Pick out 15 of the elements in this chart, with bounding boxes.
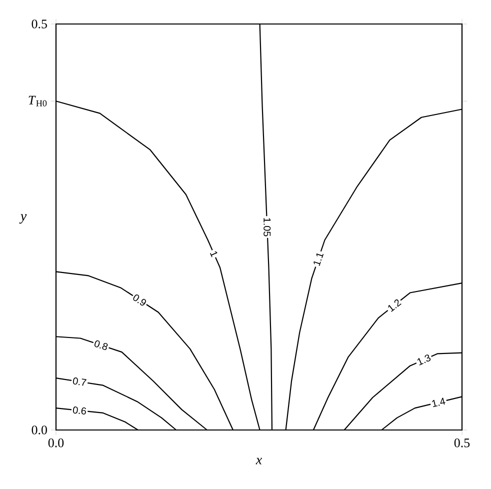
text: 0.6 <box>73 406 86 414</box>
text: 1.2 <box>388 299 402 312</box>
text: 0.9 <box>133 294 146 306</box>
text: 1.1 <box>314 253 324 266</box>
text: 0.8 <box>94 340 108 350</box>
x-axis-title: x <box>256 458 262 464</box>
text: 1.4 <box>432 398 446 408</box>
text: 1 <box>210 251 218 258</box>
y-tick-label: T$_{H0}$ <box>28 96 47 106</box>
y-tick-label: 0.5 <box>32 20 47 28</box>
text: 1.05 <box>264 218 271 236</box>
text: 1.3 <box>417 354 431 366</box>
text: 0.7 <box>73 378 86 386</box>
y-axis-title: y <box>19 214 27 224</box>
y-tick-label: 0.0 <box>32 426 47 434</box>
